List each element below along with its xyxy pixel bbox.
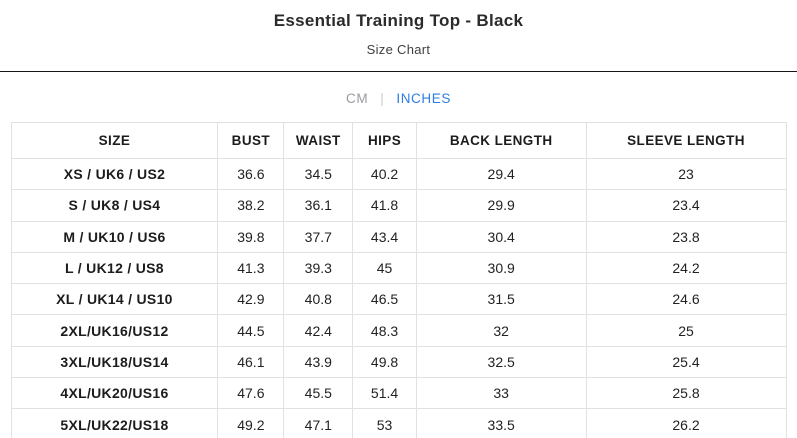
cell-sleeve-length: 23.8: [585, 220, 787, 253]
cell-waist: 42.4: [283, 314, 354, 347]
cell-size: XS / UK6 / US2: [10, 157, 219, 191]
size-chart-table: SIZE BUST WAIST HIPS BACK LENGTH SLEEVE …: [10, 122, 787, 438]
table-row: XL / UK14 / US10 42.9 40.8 46.5 31.5 24.…: [10, 283, 787, 316]
cell-hips: 49.8: [352, 345, 417, 379]
page-header: Essential Training Top - Black Size Char…: [0, 0, 797, 57]
cell-sleeve-length: 25.4: [585, 345, 787, 379]
cell-waist: 34.5: [283, 157, 354, 191]
cell-bust: 46.1: [217, 345, 285, 379]
cell-size: 4XL/UK20/US16: [10, 377, 219, 410]
table-row: L / UK12 / US8 41.3 39.3 45 30.9 24.2: [10, 251, 787, 285]
cell-waist: 37.7: [283, 220, 354, 253]
cell-size: 2XL/UK16/US12: [10, 314, 219, 347]
cell-waist: 45.5: [283, 377, 354, 410]
cell-back-length: 30.9: [415, 251, 587, 285]
cell-sleeve-length: 23.4: [585, 189, 787, 222]
unit-toggle-cm[interactable]: CM: [346, 91, 369, 106]
cell-bust: 47.6: [217, 377, 285, 410]
cell-waist: 40.8: [283, 283, 354, 316]
table-row: S / UK8 / US4 38.2 36.1 41.8 29.9 23.4: [10, 189, 787, 222]
cell-size: XL / UK14 / US10: [10, 283, 219, 316]
cell-back-length: 33: [415, 377, 587, 410]
table-row: 5XL/UK22/US18 49.2 47.1 53 33.5 26.2: [10, 408, 787, 438]
cell-bust: 42.9: [217, 283, 285, 316]
cell-hips: 41.8: [352, 189, 417, 222]
cell-sleeve-length: 25.8: [585, 377, 787, 410]
cell-hips: 46.5: [352, 283, 417, 316]
table-row: 2XL/UK16/US12 44.5 42.4 48.3 32 25: [10, 314, 787, 347]
unit-toggle-separator: |: [380, 91, 385, 106]
cell-size: S / UK8 / US4: [10, 189, 219, 222]
cell-hips: 48.3: [352, 314, 417, 347]
cell-sleeve-length: 24.2: [585, 251, 787, 285]
cell-hips: 40.2: [352, 157, 417, 191]
column-header-back-length: BACK LENGTH: [415, 122, 587, 159]
cell-waist: 36.1: [283, 189, 354, 222]
column-header-size: SIZE: [10, 122, 219, 159]
table-row: XS / UK6 / US2 36.6 34.5 40.2 29.4 23: [10, 157, 787, 191]
cell-back-length: 29.4: [415, 157, 587, 191]
column-header-bust: BUST: [217, 122, 285, 159]
table-row: 3XL/UK18/US14 46.1 43.9 49.8 32.5 25.4: [10, 345, 787, 379]
column-header-waist: WAIST: [283, 122, 354, 159]
column-header-hips: HIPS: [352, 122, 417, 159]
cell-size: M / UK10 / US6: [10, 220, 219, 253]
cell-hips: 53: [352, 408, 417, 438]
cell-bust: 44.5: [217, 314, 285, 347]
cell-bust: 36.6: [217, 157, 285, 191]
cell-waist: 47.1: [283, 408, 354, 438]
cell-waist: 39.3: [283, 251, 354, 285]
cell-back-length: 29.9: [415, 189, 587, 222]
cell-back-length: 33.5: [415, 408, 587, 438]
cell-sleeve-length: 23: [585, 157, 787, 191]
header-divider: [0, 71, 797, 72]
cell-bust: 38.2: [217, 189, 285, 222]
cell-waist: 43.9: [283, 345, 354, 379]
cell-sleeve-length: 24.6: [585, 283, 787, 316]
unit-toggle-inches[interactable]: INCHES: [396, 91, 451, 106]
cell-sleeve-length: 26.2: [585, 408, 787, 438]
cell-size: 3XL/UK18/US14: [10, 345, 219, 379]
column-header-sleeve-length: SLEEVE LENGTH: [585, 122, 787, 159]
cell-size: L / UK12 / US8: [10, 251, 219, 285]
cell-back-length: 31.5: [415, 283, 587, 316]
table-row: 4XL/UK20/US16 47.6 45.5 51.4 33 25.8: [10, 377, 787, 410]
cell-back-length: 32: [415, 314, 587, 347]
cell-bust: 49.2: [217, 408, 285, 438]
table-row: M / UK10 / US6 39.8 37.7 43.4 30.4 23.8: [10, 220, 787, 253]
cell-back-length: 32.5: [415, 345, 587, 379]
cell-hips: 45: [352, 251, 417, 285]
cell-hips: 51.4: [352, 377, 417, 410]
table-header-row: SIZE BUST WAIST HIPS BACK LENGTH SLEEVE …: [10, 122, 787, 159]
cell-bust: 41.3: [217, 251, 285, 285]
cell-bust: 39.8: [217, 220, 285, 253]
cell-hips: 43.4: [352, 220, 417, 253]
cell-size: 5XL/UK22/US18: [10, 408, 219, 438]
unit-toggle: CM | INCHES: [0, 91, 797, 106]
page-subtitle: Size Chart: [366, 42, 431, 57]
page-title: Essential Training Top - Black: [273, 11, 524, 30]
cell-sleeve-length: 25: [585, 314, 787, 347]
cell-back-length: 30.4: [415, 220, 587, 253]
